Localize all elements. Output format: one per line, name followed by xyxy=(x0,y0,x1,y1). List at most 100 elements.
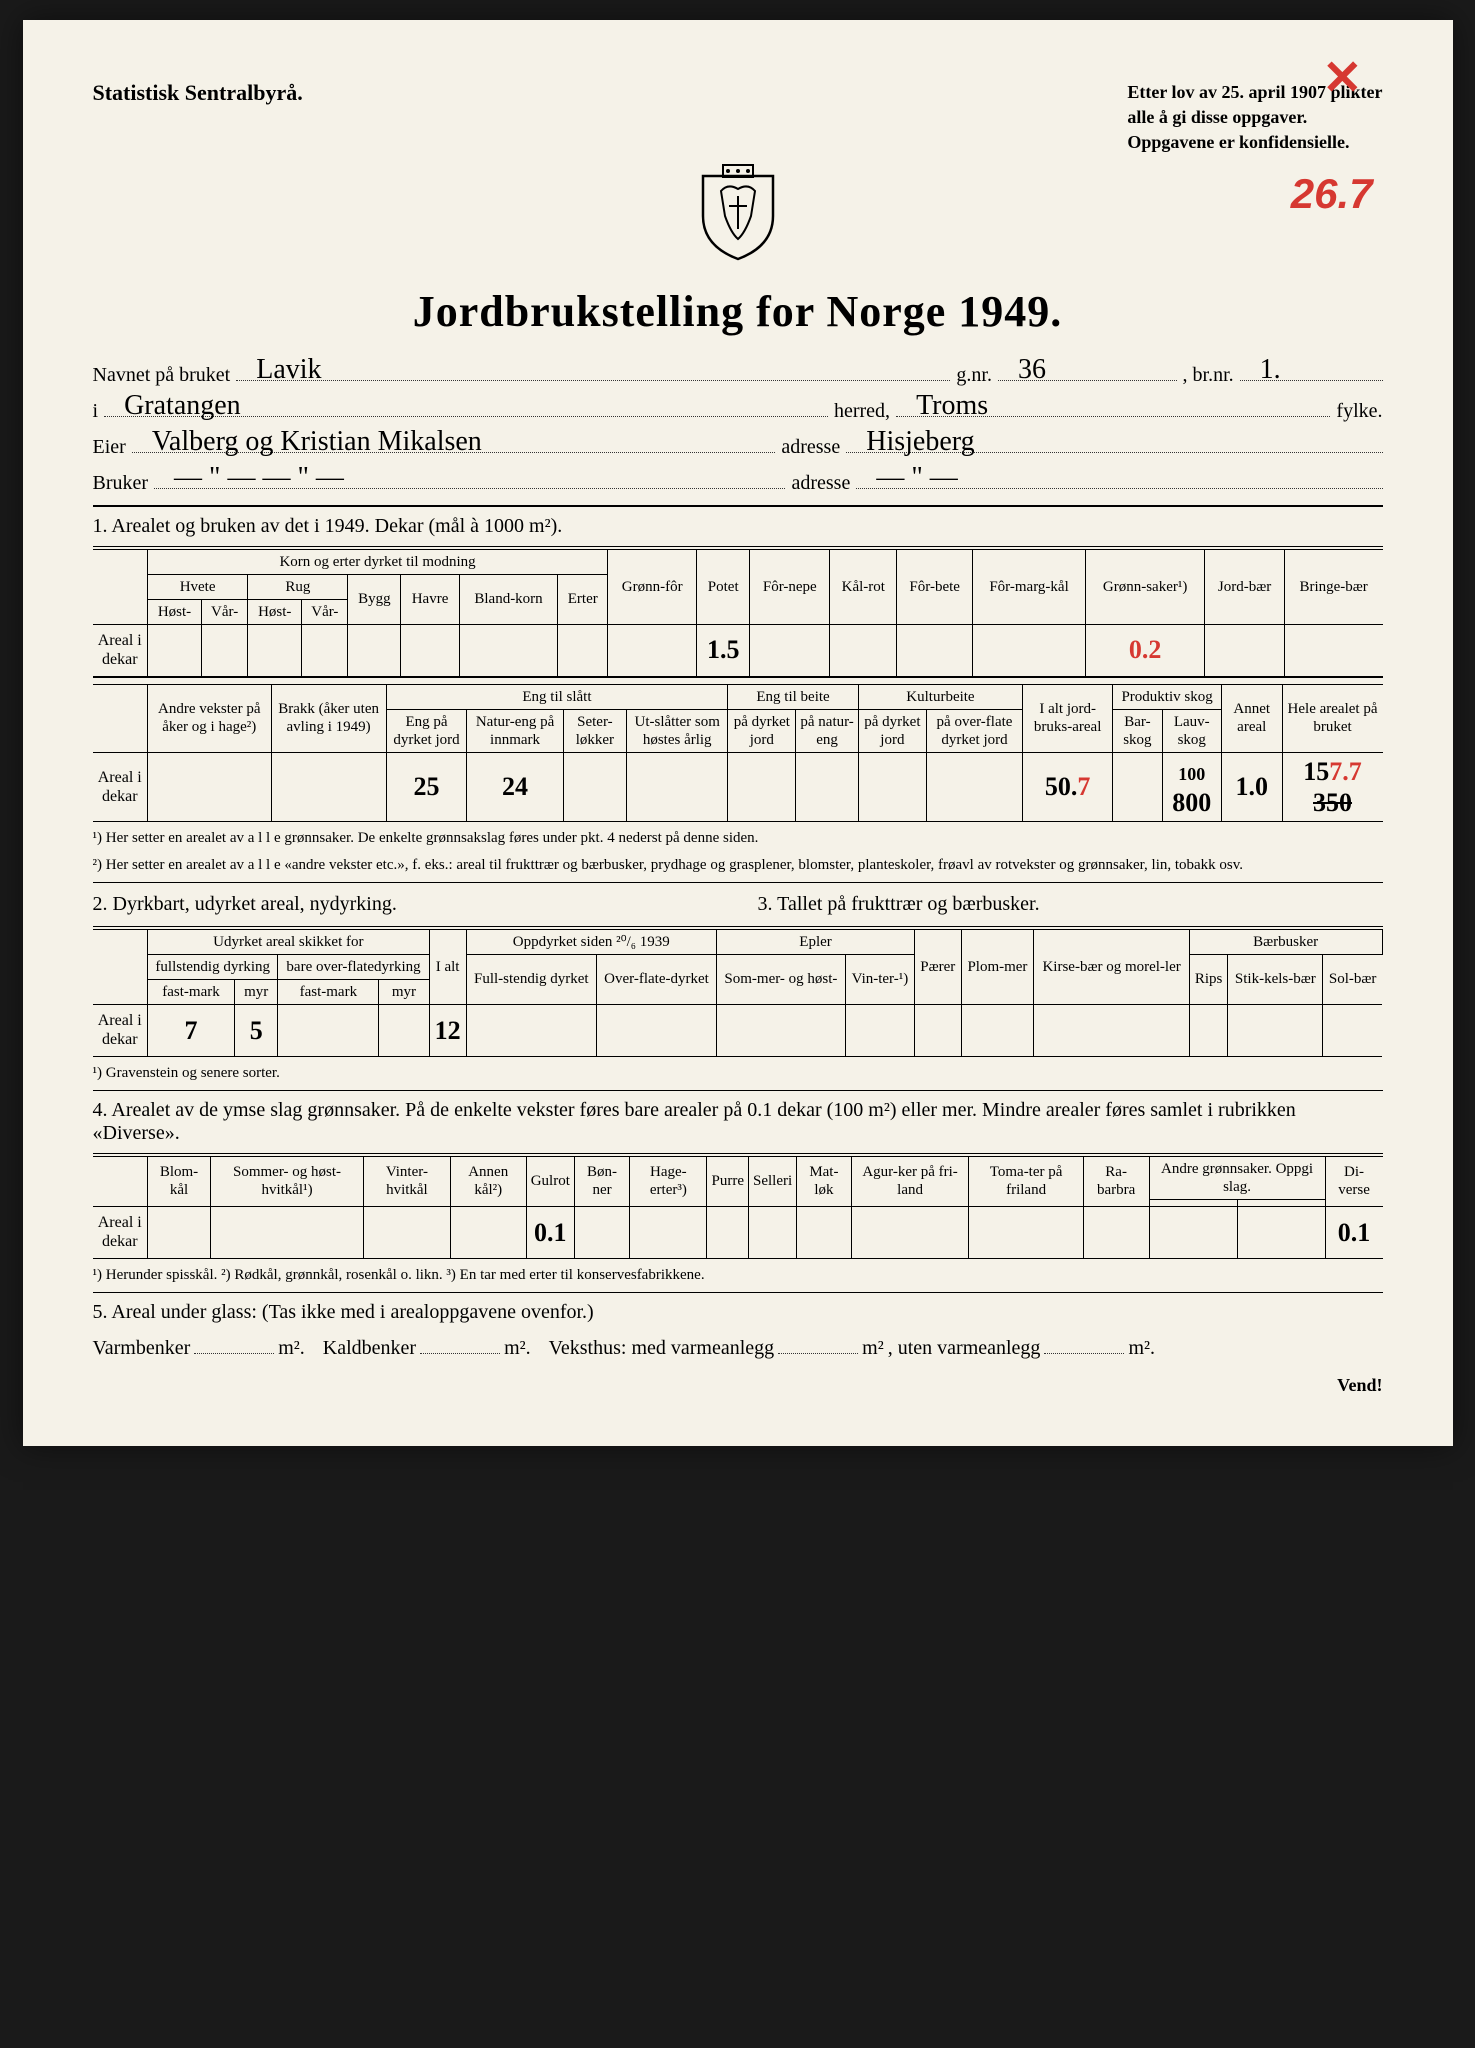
t1-v3 xyxy=(302,624,348,676)
veksthus-label: Veksthus: med varmeanlegg xyxy=(549,1337,775,1360)
s3-c6: Stik-kels-bær xyxy=(1228,954,1323,1004)
t2-rowlabel: Areal i dekar xyxy=(93,752,148,821)
t2-c4: Seter-løkker xyxy=(563,709,626,752)
s3-v2 xyxy=(915,1004,961,1056)
s4-c5: Bøn-ner xyxy=(574,1156,629,1206)
t2-v4 xyxy=(563,752,626,821)
col-fornepe: Fôr-nepe xyxy=(750,549,830,624)
s4-v13 xyxy=(1149,1206,1237,1258)
section5-title: 5. Areal under glass: (Tas ikke med i ar… xyxy=(93,1301,1383,1324)
s4-v5 xyxy=(574,1206,629,1258)
t2-v11 xyxy=(1113,752,1162,821)
s2-c5: Full-stendig dyrket xyxy=(466,954,596,1004)
t2-c14: Hele arealet på bruket xyxy=(1282,684,1382,752)
header-left: Statistisk Sentralbyrå. xyxy=(93,80,303,106)
uten-label: , uten varmeanlegg xyxy=(888,1337,1041,1360)
s4-v10 xyxy=(851,1206,969,1258)
bruker-label: Bruker xyxy=(93,472,149,495)
s2-c6: Over-flate-dyrket xyxy=(597,954,717,1004)
t1-v0 xyxy=(148,624,202,676)
t1-rowlabel: Areal i dekar xyxy=(93,624,148,676)
t1-v5 xyxy=(401,624,459,676)
section2-footnote: ¹) Gravenstein og senere sorter. xyxy=(93,1063,1383,1084)
s4-c10: Agur-ker på fri-land xyxy=(851,1156,969,1206)
s2-c3: myr xyxy=(379,979,429,1004)
gnr-value: 36 xyxy=(1018,354,1046,386)
t2-c12: Lauv-skog xyxy=(1162,709,1221,752)
t2-c13: Annet areal xyxy=(1221,684,1282,752)
unit4: m². xyxy=(1128,1337,1155,1360)
kulturbeite-header: Kulturbeite xyxy=(858,684,1022,709)
s4-c7: Purre xyxy=(707,1156,749,1206)
t1-v2 xyxy=(248,624,302,676)
section1-title: 1. Arealet og bruken av det i 1949. Deka… xyxy=(93,515,1383,538)
s2-c1: myr xyxy=(235,979,278,1004)
t2-c2: Eng på dyrket jord xyxy=(386,709,467,752)
adresse2-label: adresse xyxy=(791,472,850,495)
adresse1-label: adresse xyxy=(781,436,840,459)
t2-c7: på natur-eng xyxy=(796,709,858,752)
eier-value: Valberg og Kristian Mikalsen xyxy=(152,426,482,458)
t1-v13 xyxy=(973,624,1086,676)
header-right-line2: alle å gi disse oppgaver. xyxy=(1127,105,1382,130)
col-potet: Potet xyxy=(697,549,750,624)
s2-v3 xyxy=(379,1004,429,1056)
t2-c11: Bar-skog xyxy=(1113,709,1162,752)
s3-v7 xyxy=(1323,1004,1382,1056)
eng-slatt-header: Eng til slått xyxy=(386,684,728,709)
s4-v6 xyxy=(630,1206,707,1258)
col-bygg: Bygg xyxy=(348,574,401,624)
s2-v6 xyxy=(597,1004,717,1056)
s4-v3 xyxy=(450,1206,526,1258)
kaldbenker-label: Kaldbenker xyxy=(323,1337,416,1360)
udyrket-header: Udyrket areal skikket for xyxy=(148,929,430,954)
fylke-label: fylke. xyxy=(1336,400,1382,423)
s4-v11 xyxy=(969,1206,1083,1258)
t2-v2: 25 xyxy=(386,752,467,821)
t2-v10: 50.7 xyxy=(1023,752,1113,821)
s2-rowlabel: Areal i dekar xyxy=(93,1004,148,1056)
s4-v15: 0.1 xyxy=(1325,1206,1382,1258)
bruker-value: — " — — " — xyxy=(174,462,344,494)
brnr-value: 1. xyxy=(1260,354,1281,386)
section1-table2: Andre vekster på åker og i hage²) Brakk … xyxy=(93,684,1383,822)
t2-v3: 24 xyxy=(467,752,563,821)
s4-c12: Ra-barbra xyxy=(1083,1156,1149,1206)
navnet-value: Lavik xyxy=(256,354,321,386)
col-formargkal: Fôr-marg-kål xyxy=(973,549,1086,624)
col-kalrot: Kål-rot xyxy=(830,549,897,624)
andre-header: Andre grønnsaker. Oppgi slag. xyxy=(1149,1156,1325,1199)
t1-v12 xyxy=(897,624,973,676)
t1-v11 xyxy=(830,624,897,676)
t1-v16 xyxy=(1284,624,1382,676)
t2-v7 xyxy=(796,752,858,821)
s3-v1 xyxy=(845,1004,914,1056)
header-right-line3: Oppgavene er konfidensielle. xyxy=(1127,130,1382,155)
t1-v9: 1.5 xyxy=(697,624,750,676)
s2-c0: fast-mark xyxy=(148,979,235,1004)
s4-v8 xyxy=(748,1206,796,1258)
col-blandkorn: Bland-korn xyxy=(459,574,558,624)
s2-v1: 5 xyxy=(235,1004,278,1056)
herred-label: herred, xyxy=(834,400,890,423)
s4-c0: Blom-kål xyxy=(148,1156,211,1206)
col-rug-host: Høst- xyxy=(248,599,302,624)
s4-c11: Toma-ter på friland xyxy=(969,1156,1083,1206)
census-form-page: ✕ 26.7 Statistisk Sentralbyrå. Etter lov… xyxy=(23,20,1453,1446)
t1-v4 xyxy=(348,624,401,676)
s4-c2: Vinter-hvitkål xyxy=(364,1156,451,1206)
eng-beite-header: Eng til beite xyxy=(728,684,859,709)
s3-v3 xyxy=(961,1004,1034,1056)
col-bringebaer: Bringe-bær xyxy=(1284,549,1382,624)
unit1: m². xyxy=(278,1337,305,1360)
s2-c2: fast-mark xyxy=(278,979,379,1004)
s3-v5 xyxy=(1189,1004,1228,1056)
adresse2-value: — " — xyxy=(876,462,957,494)
s4-v14 xyxy=(1237,1206,1325,1258)
col-forbete: Fôr-bete xyxy=(897,549,973,624)
col-gronnfor: Grønn-fôr xyxy=(608,549,697,624)
t1-v15 xyxy=(1205,624,1285,676)
s4-v4: 0.1 xyxy=(526,1206,574,1258)
s3-c4: Kirse-bær og morel-ler xyxy=(1034,929,1190,1004)
section2-title: 2. Dyrkbart, udyrket areal, nydyrking. xyxy=(93,893,718,916)
